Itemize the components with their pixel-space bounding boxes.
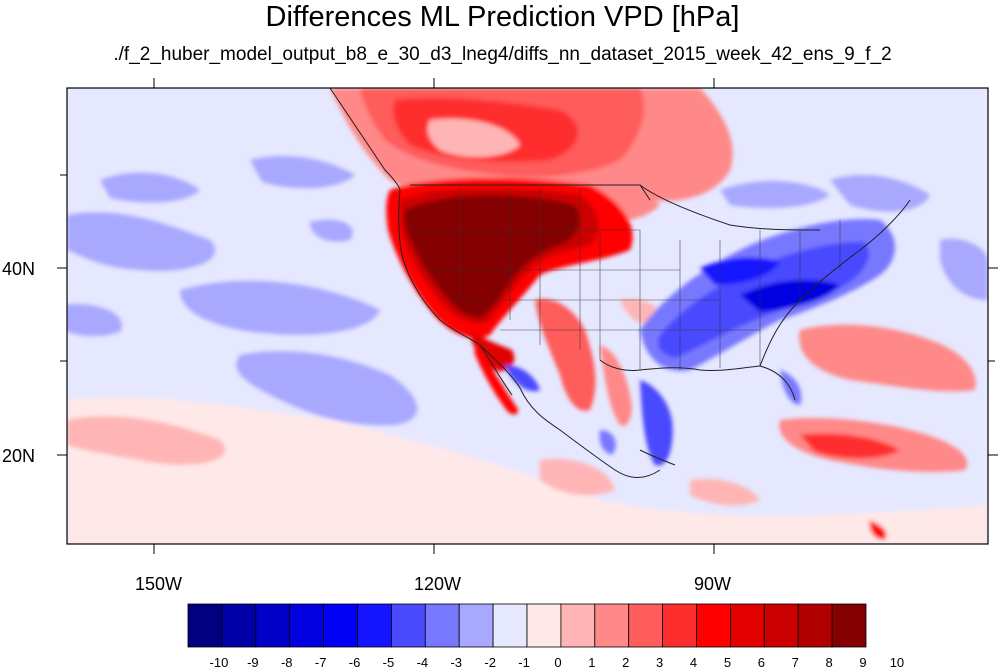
state-borders (410, 188, 841, 370)
lat-label-20n: 20N (2, 446, 36, 466)
colorbar-tick-label: 5 (723, 655, 732, 670)
colorbar-tick-label: 8 (825, 655, 833, 670)
colorbar-box (289, 603, 325, 648)
colorbar-box (357, 603, 392, 648)
colorbar-tick-label: -5 (382, 655, 395, 670)
colorbar-box (831, 603, 867, 648)
colorbar-box (424, 603, 460, 648)
colorbar-box (526, 603, 562, 648)
colorbar-tick-label: 7 (791, 655, 799, 670)
colorbar-tick-label: 0 (554, 655, 562, 670)
colorbar-tick-label: 6 (757, 655, 765, 670)
colorbar-box (797, 603, 833, 648)
colorbar-tick-label: 9 (859, 655, 867, 670)
colorbar-box (221, 603, 257, 648)
lat-label-40n: 40N (2, 259, 36, 279)
colorbar-tick-label: -6 (348, 655, 361, 670)
colorbar-box (594, 603, 630, 648)
colorbar-tick-label: 10 (889, 655, 905, 670)
colorbar-tick-label: -4 (416, 655, 429, 670)
lon-label-150w: 150W (135, 574, 183, 594)
colorbar-tick-label: -7 (314, 655, 327, 670)
colorbar-tick-label: -10 (209, 655, 229, 670)
colorbar-tick-label: -1 (518, 655, 530, 670)
colorbar-box (323, 603, 358, 648)
map-title: Differences ML Prediction VPD [hPa] (265, 1, 740, 33)
field-layer (67, 88, 988, 544)
colorbar-box (696, 603, 731, 648)
colorbar-box (492, 603, 528, 648)
colorbar-box (560, 603, 596, 648)
colorbar-box (187, 603, 223, 648)
lon-label-120w: 120W (414, 574, 462, 594)
lon-label-90w: 90W (694, 574, 732, 594)
coastlines (329, 88, 911, 478)
colorbar-tick-label: -3 (450, 655, 463, 670)
colorbar-box (255, 603, 291, 648)
colorbar-tick-label: 2 (622, 655, 630, 670)
colorbar (187, 603, 867, 648)
map-frame (66, 87, 989, 545)
colorbar-tick-label: -8 (280, 655, 293, 670)
colorbar-box (458, 603, 494, 648)
colorbar-box (628, 603, 664, 648)
colorbar-tick-label: 4 (689, 655, 698, 670)
map-subtitle: ./f_2_huber_model_output_b8_e_30_d3_lneg… (113, 44, 892, 65)
colorbar-box (390, 603, 426, 648)
colorbar-tick-label: -2 (484, 655, 496, 670)
colorbar-box (730, 603, 765, 648)
axis-ticks (57, 78, 998, 554)
colorbar-box (763, 603, 799, 648)
colorbar-tick-label: 3 (656, 655, 664, 670)
colorbar-tick-label: -9 (247, 655, 259, 670)
colorbar-box (662, 603, 697, 648)
colorbar-tick-label: 1 (588, 655, 596, 670)
